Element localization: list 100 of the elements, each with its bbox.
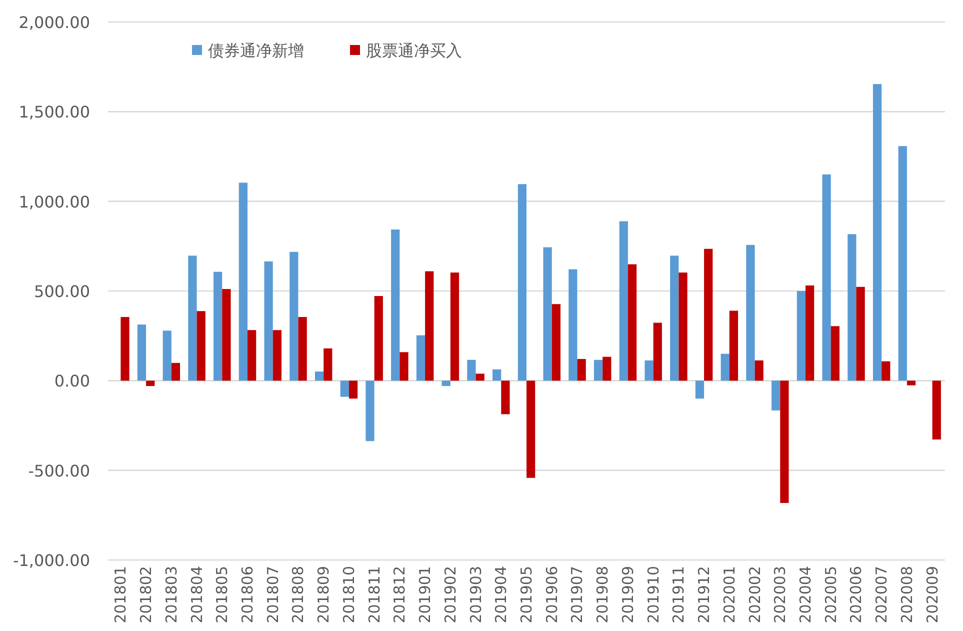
legend-label: 债券通净新增 xyxy=(208,41,304,60)
bar xyxy=(678,272,688,381)
bar xyxy=(932,380,941,440)
bar xyxy=(518,184,526,381)
x-tick-label: 201806 xyxy=(238,566,256,624)
x-tick-label: 201902 xyxy=(441,566,460,624)
bar xyxy=(214,272,222,381)
bar xyxy=(628,264,637,381)
bar xyxy=(856,286,865,381)
bar xyxy=(754,360,764,381)
x-tick-label: 202005 xyxy=(822,566,840,624)
x-tick-label: 201903 xyxy=(466,566,485,624)
bar xyxy=(695,380,704,399)
x-tick-label: 201910 xyxy=(644,566,662,624)
bar xyxy=(248,330,256,381)
bar xyxy=(602,356,612,381)
y-tick-label: -1,000.00 xyxy=(12,551,90,570)
x-tick-label: 201909 xyxy=(618,566,637,624)
x-tick-label: 201911 xyxy=(670,566,688,624)
x-tick-label: 201907 xyxy=(568,566,586,624)
x-tick-label: 202009 xyxy=(923,566,942,624)
bar xyxy=(450,272,460,381)
bar xyxy=(162,330,172,381)
bar xyxy=(492,369,502,381)
x-tick-label: 201804 xyxy=(188,566,206,624)
bar xyxy=(400,352,408,381)
x-tick-label: 201908 xyxy=(594,566,612,624)
bar xyxy=(196,311,206,381)
bar xyxy=(425,271,434,381)
bar xyxy=(290,252,298,381)
x-tick-label: 202002 xyxy=(746,566,764,624)
bar xyxy=(137,324,146,381)
bar xyxy=(476,374,484,381)
y-tick-label: 500.00 xyxy=(34,282,90,301)
bar xyxy=(594,360,603,381)
bar xyxy=(467,360,476,381)
bar xyxy=(314,372,324,381)
x-tick-label: 202004 xyxy=(796,566,814,624)
x-tick-label: 201811 xyxy=(365,566,384,624)
bar xyxy=(780,380,789,503)
x-tick-label: 201803 xyxy=(162,566,180,624)
x-tick-label: 201802 xyxy=(137,566,156,624)
bar xyxy=(366,380,374,442)
bar xyxy=(806,285,814,381)
x-tick-label: 202007 xyxy=(872,566,891,624)
bar xyxy=(543,247,552,381)
bar xyxy=(796,291,806,381)
bar xyxy=(120,317,130,381)
x-tick-label: 201905 xyxy=(518,566,536,624)
x-tick-label: 202003 xyxy=(771,566,790,624)
bar xyxy=(552,304,560,381)
bar xyxy=(416,335,426,381)
bar xyxy=(720,354,730,381)
x-tick-label: 201805 xyxy=(213,566,232,624)
bar xyxy=(848,234,856,381)
x-tick-label: 201801 xyxy=(112,566,130,624)
bar xyxy=(442,380,450,386)
x-tick-label: 201808 xyxy=(289,566,308,624)
bar xyxy=(146,380,155,386)
bar xyxy=(188,256,197,381)
bar xyxy=(501,380,510,414)
x-tick-label: 201904 xyxy=(492,566,510,624)
bar xyxy=(374,296,383,381)
bar xyxy=(222,289,231,381)
bar xyxy=(272,330,282,381)
bar xyxy=(264,261,273,381)
bar xyxy=(830,326,840,381)
bar xyxy=(653,322,662,381)
bar xyxy=(644,360,654,381)
x-tick-label: 201912 xyxy=(695,566,714,624)
bar xyxy=(906,380,916,386)
x-tick-label: 202008 xyxy=(898,566,916,624)
bar xyxy=(171,362,180,381)
x-tick-label: 202001 xyxy=(720,566,738,624)
y-tick-label: 1,500.00 xyxy=(18,102,90,122)
bar xyxy=(772,380,780,410)
bar xyxy=(872,84,882,381)
x-tick-label: 202006 xyxy=(847,566,866,624)
bar xyxy=(882,361,890,381)
bar xyxy=(568,269,578,381)
bar xyxy=(348,380,358,399)
legend-label: 股票通净买入 xyxy=(366,41,462,60)
y-tick-label: 0.00 xyxy=(54,372,90,391)
bar xyxy=(704,248,713,381)
bar xyxy=(670,256,679,381)
x-tick-label: 201809 xyxy=(314,566,333,624)
bar xyxy=(340,380,349,397)
bar xyxy=(391,229,400,381)
bar xyxy=(729,310,738,381)
y-tick-label: 2,000.00 xyxy=(18,13,90,32)
bar xyxy=(324,348,332,381)
bar xyxy=(526,380,536,478)
x-tick-label: 201812 xyxy=(390,566,409,624)
x-tick-label: 201807 xyxy=(264,566,282,624)
bar xyxy=(898,146,907,381)
x-tick-label: 201906 xyxy=(542,566,561,624)
x-tick-label: 201810 xyxy=(340,566,358,624)
bar xyxy=(619,221,628,381)
bar xyxy=(298,317,307,381)
bar xyxy=(822,174,831,381)
